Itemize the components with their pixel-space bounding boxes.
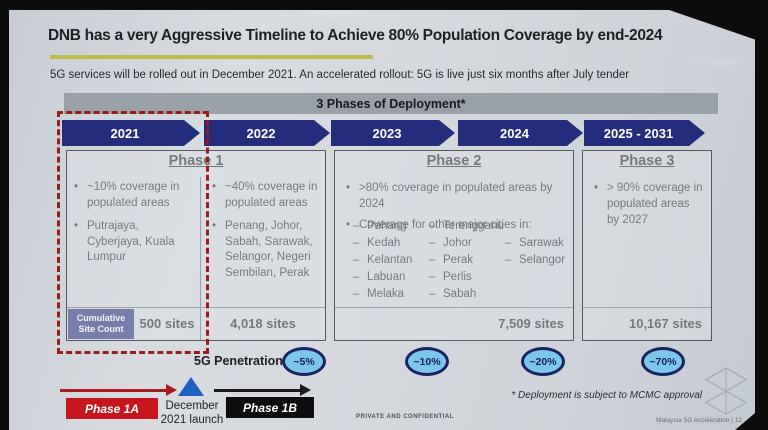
launch-marker-triangle-icon [178, 377, 204, 396]
state-item: Labuan [352, 271, 432, 288]
site-count-2022: 4,018 sites [230, 316, 296, 331]
penetration-label: 5G Penetration [194, 354, 283, 368]
timeline-arrow-2021: 2021 [62, 120, 200, 146]
site-count-phase-3: 10,167 sites [628, 316, 702, 331]
phase-1a-arrow-line [60, 389, 166, 392]
state-item: Pahang [352, 220, 432, 237]
screen-bezel-right [755, 0, 768, 430]
penetration-oval-2023: ~10% [405, 347, 449, 376]
phase-1-heading: Phase 1 [168, 153, 224, 169]
timeline-arrow-2024: 2024 [458, 120, 583, 146]
bullet-states-2022: Penang, Johor, Sabah, Sarawak, Selangor,… [210, 219, 320, 282]
phase-3-box [582, 150, 712, 341]
screen-bezel-left [0, 0, 9, 430]
phase-1b-arrowhead-icon [300, 384, 311, 396]
phase-3-heading: Phase 3 [619, 153, 675, 169]
phase-1-column-divider [200, 177, 201, 341]
bullet-coverage-2024: >80% coverage in populated areas by 2024 [344, 181, 568, 213]
phase-1-2022-bullets: ~40% coverage in populated areas Penang,… [210, 180, 320, 289]
timeline-arrow-2025-2031: 2025 - 2031 [584, 120, 705, 146]
phase-2-heading: Phase 2 [426, 153, 482, 169]
penetration-oval-2025-2031: ~70% [641, 347, 685, 376]
timeline-arrow-2022: 2022 [204, 120, 330, 146]
phase-1-box [66, 150, 326, 341]
phase-3-bullets: > 90% coverage in populated areas by 202… [592, 181, 704, 236]
phase-2-states-column-3: Sarawak Selangor [504, 237, 572, 271]
phase-2-sites-divider [334, 307, 574, 308]
phase-1-sites-divider [66, 307, 326, 308]
phase-2-states-column-2: Terengganu Johor Perak Perlis Sabah [428, 220, 504, 305]
phase-1b-tag: Phase 1B [226, 397, 314, 418]
penetration-oval-2024: ~20% [521, 347, 565, 376]
dnb-logo-icon [704, 367, 748, 415]
state-item: Sarawak [504, 237, 572, 254]
slide-title: DNB has a very Aggressive Timeline to Ac… [48, 27, 663, 44]
state-item: Kelantan [352, 254, 432, 271]
deployment-banner: 3 Phases of Deployment* [64, 93, 718, 114]
bullet-coverage-2021: ~10% coverage in populated areas [72, 180, 190, 212]
confidential-label: PRIVATE AND CONFIDENTIAL [356, 414, 454, 420]
bullet-coverage-2027: > 90% coverage in populated areas by 202… [592, 181, 704, 229]
state-item: Kedah [352, 237, 432, 254]
phase-2-box [334, 150, 574, 341]
state-item: Melaka [352, 288, 432, 305]
state-item: Johor [428, 237, 504, 254]
phase-2-states-column-1: Pahang Kedah Kelantan Labuan Melaka [352, 220, 432, 305]
page-footer: Malaysia 5G Acceleration | 12 [656, 417, 742, 424]
timeline-arrow-2023: 2023 [331, 120, 455, 146]
camera-glare [300, 10, 370, 16]
slide-subtitle: 5G services will be rolled out in Decemb… [50, 69, 630, 81]
camera-glare [690, 60, 750, 65]
state-item: Perak [428, 254, 504, 271]
state-item: Perlis [428, 271, 504, 288]
bullet-coverage-2022: ~40% coverage in populated areas [210, 180, 320, 212]
state-item: Selangor [504, 254, 572, 271]
state-item: Terengganu [428, 220, 504, 237]
site-count-phase-2: 7,509 sites [498, 316, 564, 331]
phase-1a-arrowhead-icon [166, 384, 177, 396]
mcmc-footnote: * Deployment is subject to MCMC approval [511, 390, 702, 401]
screen-bezel-top [0, 0, 768, 10]
state-item: Sabah [428, 288, 504, 305]
cumulative-site-count-label: Cumulative Site Count [68, 309, 134, 339]
phase-1-2021-bullets: ~10% coverage in populated areas Putraja… [72, 180, 190, 273]
title-underline [50, 55, 373, 59]
site-count-2021: 500 sites [139, 316, 195, 331]
phase-1b-arrow-line [214, 389, 300, 392]
phase-1a-tag: Phase 1A [66, 398, 158, 419]
bullet-cities-2021: Putrajaya, Cyberjaya, Kuala Lumpur [72, 219, 190, 267]
phase-3-sites-divider [582, 307, 712, 308]
penetration-oval-2021: ~5% [282, 347, 326, 376]
launch-date-label: December 2021 launch [160, 400, 224, 427]
